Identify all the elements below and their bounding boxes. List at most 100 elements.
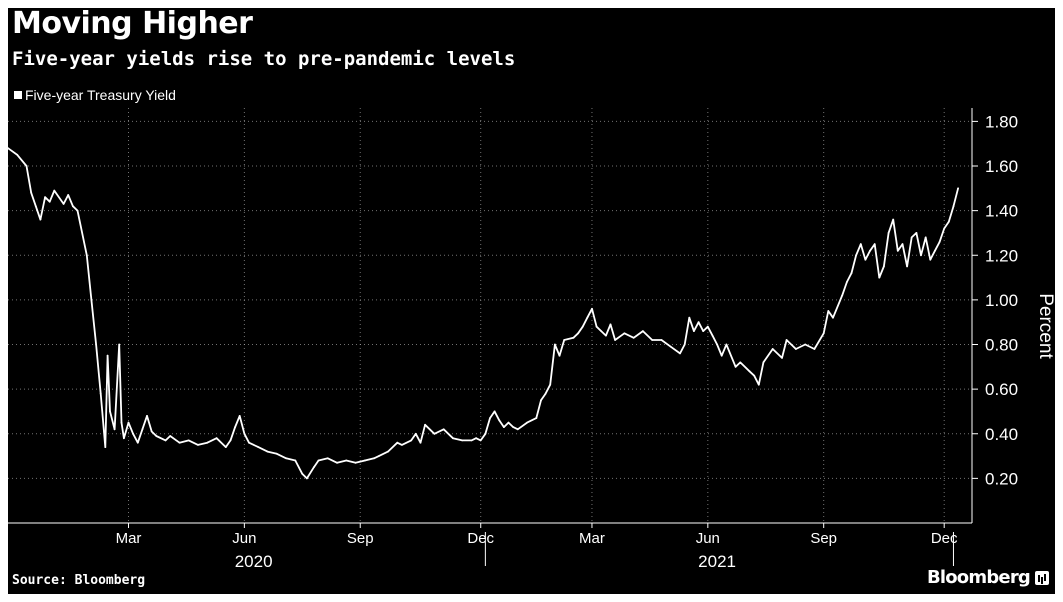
brand-logo: Bloomberg — [927, 567, 1049, 588]
data-point — [470, 439, 473, 442]
data-point — [679, 352, 681, 355]
data-point — [827, 310, 830, 312]
data-point — [206, 441, 209, 444]
data-point — [44, 196, 46, 199]
data-point — [109, 410, 111, 413]
data-point — [609, 323, 612, 326]
data-point — [822, 332, 825, 335]
data-point — [586, 316, 589, 319]
data-point — [688, 316, 691, 319]
data-point — [855, 254, 857, 257]
data-point — [489, 417, 491, 419]
data-point — [883, 265, 885, 268]
data-point — [150, 430, 153, 433]
data-point — [915, 232, 918, 234]
data-point — [479, 439, 482, 442]
data-point — [197, 444, 199, 446]
data-point — [841, 294, 844, 297]
data-point — [301, 473, 304, 475]
data-point — [34, 205, 37, 208]
data-point — [943, 227, 946, 230]
data-point — [748, 370, 751, 373]
data-point — [642, 330, 644, 332]
data-point — [725, 343, 728, 346]
data-point — [503, 426, 505, 428]
legend-label: Five-year Treasury Yield — [25, 87, 176, 103]
data-point — [605, 334, 607, 337]
x-year-label: 2021 — [698, 552, 736, 571]
y-tick-label: 1.00 — [985, 291, 1018, 310]
data-point — [595, 325, 598, 328]
data-point — [850, 272, 853, 274]
data-point — [535, 417, 538, 419]
data-point — [48, 200, 51, 203]
data-point — [544, 392, 547, 395]
x-year-label: 2020 — [235, 552, 273, 571]
data-point — [306, 477, 308, 480]
data-point — [563, 339, 566, 341]
data-point — [623, 332, 626, 335]
data-point — [354, 461, 357, 464]
data-point — [396, 441, 399, 444]
data-point — [572, 336, 575, 339]
data-point — [53, 189, 56, 192]
y-tick-label: 1.40 — [985, 202, 1018, 221]
data-point — [706, 325, 709, 328]
data-point — [234, 426, 237, 428]
data-point — [804, 343, 807, 346]
data-point — [869, 249, 871, 252]
data-point — [136, 441, 139, 444]
data-point — [683, 343, 686, 346]
data-point — [401, 444, 403, 446]
bar-chart-icon — [1035, 570, 1049, 585]
x-tick-label: Mar — [579, 530, 605, 547]
data-point — [934, 249, 936, 252]
chart-svg: 0.20 0.40 0.60 0.80 1.00 1.20 1.40 1.60 1.80 Mar… — [8, 108, 1055, 571]
data-point — [215, 437, 218, 440]
data-point — [878, 276, 881, 279]
data-point — [164, 439, 167, 442]
data-point — [113, 428, 116, 431]
data-point — [475, 437, 477, 440]
data-point — [155, 435, 158, 437]
data-point — [62, 203, 65, 205]
x-tick-label: Mar — [116, 530, 142, 547]
data-point — [178, 441, 181, 444]
y-tick-label: 0.20 — [985, 469, 1018, 488]
y-tick-label: 1.80 — [985, 112, 1018, 131]
data-point — [25, 165, 28, 167]
data-point — [120, 421, 123, 424]
data-point — [753, 374, 756, 377]
data-point — [651, 339, 654, 341]
data-point — [414, 432, 417, 435]
data-point — [257, 446, 260, 448]
data-point — [873, 243, 876, 246]
data-point — [614, 339, 616, 341]
data-point — [577, 332, 579, 335]
data-point — [229, 439, 232, 442]
x-tick-label: Dec — [931, 530, 958, 547]
data-point — [433, 432, 436, 435]
data-point — [238, 415, 241, 417]
data-point — [757, 383, 760, 386]
data-point — [39, 218, 42, 221]
data-point — [243, 432, 246, 435]
data-point — [16, 154, 19, 156]
data-point — [90, 299, 93, 301]
y-tick-label: 0.60 — [985, 380, 1018, 399]
data-point — [104, 446, 107, 448]
data-point — [516, 428, 519, 431]
data-point — [95, 343, 97, 346]
data-point — [906, 265, 908, 268]
data-point — [720, 354, 723, 357]
data-point — [554, 343, 556, 346]
data-point — [693, 330, 695, 332]
data-point — [85, 254, 88, 257]
data-point — [76, 209, 79, 212]
data-point — [781, 357, 783, 359]
data-point — [266, 450, 269, 453]
data-point — [8, 147, 9, 150]
data-point — [795, 348, 797, 350]
y-tick-label: 0.40 — [985, 425, 1018, 444]
data-point — [106, 354, 109, 357]
